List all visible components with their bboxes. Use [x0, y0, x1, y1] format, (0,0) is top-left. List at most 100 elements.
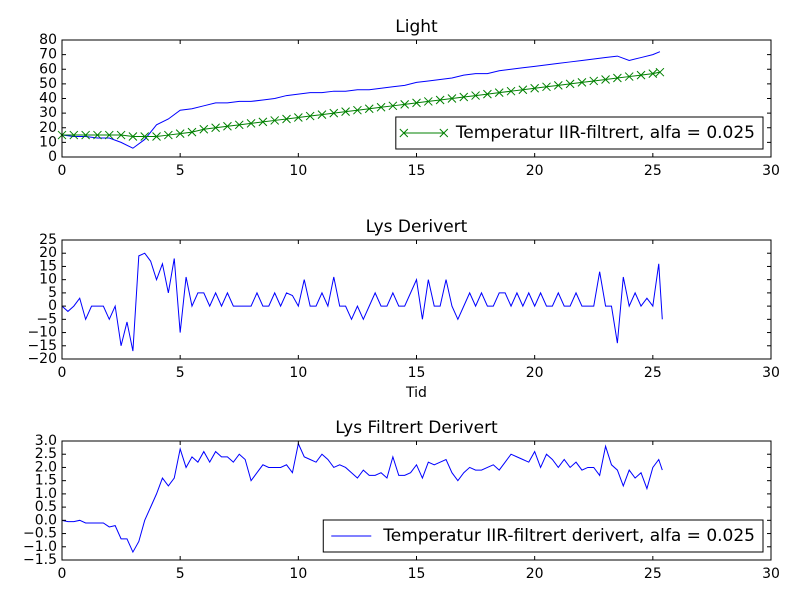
x-tick-label: 10	[289, 163, 307, 179]
legend: Temperatur IIR-filtrert, alfa = 0.025	[395, 116, 764, 150]
x-marker	[530, 83, 540, 93]
y-tick-label: 50	[39, 76, 57, 92]
legend-label: Temperatur IIR-filtrert, alfa = 0.025	[455, 123, 755, 143]
x-marker	[376, 102, 386, 112]
plot-area	[62, 240, 771, 359]
y-tick-label: 15	[39, 258, 57, 274]
x-marker	[353, 105, 362, 115]
x-marker	[542, 82, 551, 92]
x-marker	[459, 92, 469, 102]
legend-marker	[399, 128, 409, 138]
x-marker	[258, 117, 268, 127]
x-marker	[435, 95, 445, 105]
y-tick-label: 20	[39, 120, 57, 136]
x-marker	[116, 130, 126, 140]
x-marker	[601, 75, 610, 84]
x-marker	[423, 97, 433, 106]
x-marker	[553, 80, 563, 90]
x-marker	[494, 88, 504, 98]
legend-marker	[439, 128, 449, 138]
x-marker	[293, 113, 303, 122]
y-tick-label: −0.5	[23, 526, 57, 542]
x-marker	[234, 120, 244, 130]
x-marker	[282, 114, 291, 124]
x-tick-label: 5	[176, 566, 185, 582]
y-tick-label: −15	[27, 338, 57, 354]
y-tick-label: 30	[39, 105, 57, 121]
x-marker	[270, 116, 280, 125]
x-tick-label: 30	[762, 163, 780, 179]
y-tick-label: 0	[48, 298, 57, 314]
y-tick-label: 0.0	[35, 512, 57, 528]
x-marker	[93, 130, 102, 140]
x-tick-label: 25	[644, 163, 662, 179]
y-tick-label: 10	[39, 134, 57, 150]
legend-frame	[395, 116, 764, 150]
x-marker	[187, 127, 197, 137]
x-tick-label: 15	[408, 365, 426, 381]
x-marker	[104, 130, 114, 140]
x-tick-label: 30	[762, 566, 780, 582]
x-marker	[388, 101, 398, 111]
x-marker	[223, 121, 232, 131]
x-marker	[246, 119, 256, 128]
x-tick-label: 20	[526, 365, 544, 381]
y-tick-label: 40	[39, 91, 57, 107]
x-marker	[506, 86, 516, 96]
x-tick-label: 5	[176, 163, 185, 179]
x-marker	[175, 129, 185, 138]
y-tick-label: 25	[39, 232, 57, 248]
y-tick-label: 1.5	[35, 473, 57, 489]
y-tick-label: 80	[39, 32, 57, 48]
y-tick-label: 10	[39, 272, 57, 288]
chart-title: Lys Filtrert Derivert	[335, 418, 498, 438]
x-axis-label: Tid	[405, 385, 427, 401]
data-line	[61, 51, 661, 149]
y-tick-label: −5	[36, 311, 57, 327]
y-tick-label: −20	[27, 351, 57, 367]
data-line	[61, 442, 663, 554]
x-tick-label: 25	[644, 365, 662, 381]
x-marker	[364, 104, 374, 114]
x-marker	[648, 69, 658, 78]
x-tick-label: 0	[58, 163, 67, 179]
x-marker	[565, 79, 575, 89]
y-tick-label: 2.5	[35, 446, 57, 462]
x-marker	[471, 91, 480, 100]
x-marker	[518, 85, 528, 95]
x-tick-label: 10	[289, 365, 307, 381]
x-marker	[624, 72, 634, 81]
x-tick-label: 20	[526, 163, 544, 179]
y-tick-label: 2.0	[35, 459, 57, 475]
x-marker	[341, 107, 350, 117]
y-tick-label: −1.5	[23, 552, 57, 568]
legend-frame	[322, 519, 764, 553]
x-tick-label: 5	[176, 365, 185, 381]
y-tick-label: 20	[39, 245, 57, 261]
x-tick-label: 25	[644, 566, 662, 582]
x-marker	[211, 123, 220, 133]
x-marker	[140, 132, 150, 141]
legend: Temperatur IIR-filtrert derivert, alfa =…	[322, 519, 764, 553]
chart-title: Light	[395, 17, 438, 37]
x-marker	[400, 99, 410, 109]
x-marker	[412, 98, 421, 108]
y-tick-label: 0	[48, 149, 57, 165]
x-marker	[483, 89, 492, 99]
legend-label: Temperatur IIR-filtrert derivert, alfa =…	[382, 526, 755, 546]
x-marker	[589, 76, 599, 86]
x-marker	[128, 132, 138, 141]
x-marker	[613, 73, 622, 83]
y-tick-label: 60	[39, 61, 57, 77]
x-marker	[152, 132, 161, 141]
x-marker	[577, 78, 587, 87]
x-tick-label: 15	[408, 566, 426, 582]
x-marker	[199, 124, 209, 134]
chart-title: Lys Derivert	[366, 217, 468, 237]
x-marker	[447, 94, 457, 103]
x-marker	[317, 110, 327, 119]
x-tick-label: 0	[58, 566, 67, 582]
data-line	[62, 71, 661, 138]
x-marker	[329, 108, 339, 118]
